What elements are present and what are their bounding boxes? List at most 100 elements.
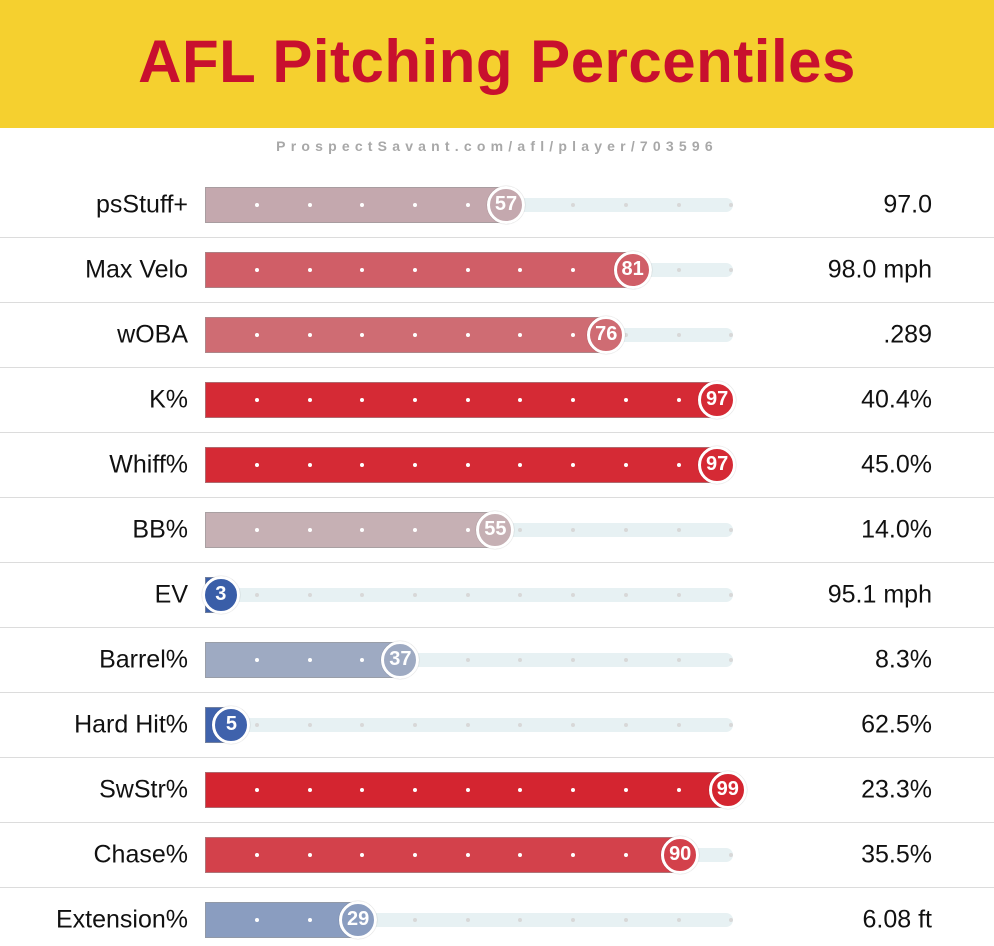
- tick-dot: [360, 332, 364, 337]
- tick-dot: [518, 267, 522, 272]
- metric-value: 6.08 ft: [862, 905, 933, 933]
- metric-value: 95.1 mph: [827, 580, 932, 608]
- tick-dot: [413, 917, 417, 922]
- tick-dot: [518, 462, 522, 467]
- tick-dot: [308, 397, 312, 402]
- tick-dot: [308, 917, 312, 922]
- percentile-row: Chase% 90 35.5%: [0, 822, 994, 887]
- tick-dot: [624, 202, 628, 207]
- tick-dot: [308, 722, 312, 727]
- percentile-badge: 3: [201, 575, 240, 614]
- tick-dot: [571, 592, 575, 597]
- tick-dot: [308, 332, 312, 337]
- tick-dot: [255, 332, 259, 337]
- metric-label: Whiff%: [109, 450, 188, 478]
- tick-dot: [308, 657, 312, 662]
- tick-dot: [729, 332, 733, 337]
- row-divider: [0, 302, 994, 303]
- tick-dot: [255, 462, 259, 467]
- tick-dot: [413, 527, 417, 532]
- percentile-badge: 57: [486, 185, 525, 224]
- metric-label: Barrel%: [99, 645, 188, 673]
- metric-value: 97.0: [883, 190, 932, 218]
- tick-dot: [677, 332, 681, 337]
- tick-dot: [413, 397, 417, 402]
- tick-dot: [729, 722, 733, 727]
- tick-dot: [518, 397, 522, 402]
- tick-dot: [255, 917, 259, 922]
- metric-label: psStuff+: [96, 190, 188, 218]
- tick-dot: [255, 722, 259, 727]
- tick-dot: [360, 397, 364, 402]
- percentile-badge: 99: [708, 770, 747, 809]
- percentile-row: Hard Hit% 5 62.5%: [0, 692, 994, 757]
- tick-dot: [466, 462, 470, 467]
- tick-dot: [729, 527, 733, 532]
- percentile-badge: 97: [698, 445, 737, 484]
- percentile-badge: 81: [613, 250, 652, 289]
- tick-dot: [571, 267, 575, 272]
- percentile-row: psStuff+ 57 97.0: [0, 172, 994, 237]
- tick-dot: [518, 787, 522, 792]
- tick-dot: [624, 657, 628, 662]
- tick-dot: [677, 462, 681, 467]
- tick-dot: [729, 592, 733, 597]
- percentile-bar: [205, 641, 401, 678]
- metric-label: BB%: [132, 515, 188, 543]
- tick-dot: [677, 267, 681, 272]
- tick-dot: [571, 852, 575, 857]
- tick-dot: [255, 657, 259, 662]
- percentile-bar: [205, 836, 681, 873]
- tick-dot: [729, 202, 733, 207]
- tick-dot: [571, 397, 575, 402]
- tick-dot: [466, 657, 470, 662]
- tick-dot: [413, 202, 417, 207]
- percentile-bar: [205, 901, 359, 938]
- tick-dot: [624, 722, 628, 727]
- tick-dot: [624, 527, 628, 532]
- tick-dot: [624, 787, 628, 792]
- tick-dot: [624, 332, 628, 337]
- row-divider: [0, 757, 994, 758]
- percentile-bar: [205, 316, 607, 353]
- tick-dot: [677, 787, 681, 792]
- tick-dot: [308, 462, 312, 467]
- row-divider: [0, 562, 994, 563]
- percentile-badge: 29: [339, 900, 378, 939]
- tick-dot: [255, 592, 259, 597]
- percentile-badge: 5: [212, 705, 251, 744]
- tick-dot: [255, 787, 259, 792]
- tick-dot: [571, 527, 575, 532]
- tick-dot: [255, 852, 259, 857]
- tick-dot: [518, 657, 522, 662]
- percentile-row: wOBA 76 .289: [0, 302, 994, 367]
- tick-dot: [466, 267, 470, 272]
- metric-label: EV: [154, 580, 188, 608]
- tick-dot: [413, 787, 417, 792]
- tick-dot: [360, 592, 364, 597]
- tick-dot: [571, 722, 575, 727]
- metric-label: Chase%: [93, 840, 189, 868]
- tick-dot: [413, 267, 417, 272]
- tick-dot: [518, 332, 522, 337]
- tick-dot: [624, 592, 628, 597]
- tick-dot: [466, 397, 470, 402]
- percentile-bar: [205, 381, 718, 418]
- tick-dot: [729, 267, 733, 272]
- metric-label: Max Velo: [85, 255, 188, 283]
- percentile-row: SwStr% 99 23.3%: [0, 757, 994, 822]
- metric-value: 8.3%: [875, 645, 932, 673]
- metric-label: K%: [149, 385, 188, 413]
- percentile-row: EV 3 95.1 mph: [0, 562, 994, 627]
- tick-dot: [677, 397, 681, 402]
- tick-dot: [571, 202, 575, 207]
- percentile-badge: 90: [661, 835, 700, 874]
- tick-dot: [308, 267, 312, 272]
- tick-dot: [571, 917, 575, 922]
- tick-dot: [518, 722, 522, 727]
- tick-dot: [677, 722, 681, 727]
- tick-dot: [360, 852, 364, 857]
- percentile-badge: 97: [698, 380, 737, 419]
- tick-dot: [466, 332, 470, 337]
